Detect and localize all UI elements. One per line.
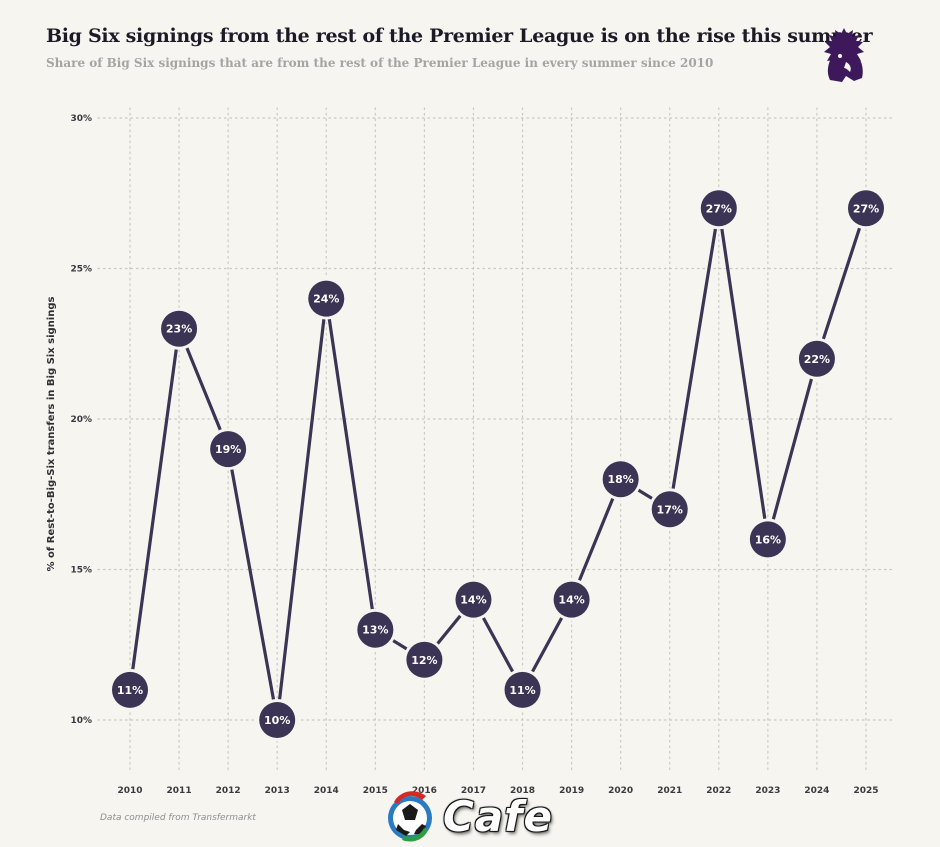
data-label-2013: 10%: [264, 714, 290, 727]
y-tick-label: 20%: [70, 415, 92, 425]
data-label-2017: 14%: [460, 594, 486, 607]
data-point-2021: [651, 491, 688, 528]
data-point-2012: [210, 431, 247, 468]
data-point-2022: [700, 190, 737, 227]
data-point-2013: [259, 702, 296, 738]
data-label-2019: 14%: [558, 594, 584, 607]
source-note: Data compiled from Transfermarkt: [100, 813, 256, 823]
chart-subtitle: Share of Big Six signings that are from …: [46, 56, 714, 70]
data-label-2022: 27%: [706, 202, 732, 215]
data-label-2010: 11%: [117, 684, 143, 697]
x-tick-label: 2024: [804, 786, 829, 796]
x-tick-label: 2018: [510, 786, 535, 796]
x-tick-label: 2021: [657, 786, 682, 796]
watermark-ball-icon: [388, 791, 432, 842]
x-tick-label: 2019: [559, 786, 584, 796]
x-tick-label: 2020: [608, 786, 633, 796]
data-point-2016: [406, 641, 443, 678]
data-label-2024: 22%: [804, 353, 830, 366]
y-axis-label: % of Rest-to-Big-Six transfers in Big Si…: [46, 297, 57, 572]
premier-league-lion-logo: [824, 28, 864, 82]
data-label-2021: 17%: [657, 503, 683, 516]
watermark-text: Cafe: [443, 792, 553, 841]
chart-title: Big Six signings from the rest of the Pr…: [46, 25, 873, 47]
data-point-2018: [504, 671, 541, 708]
x-tick-label: 2022: [706, 786, 731, 796]
x-tick-label: 2025: [853, 786, 878, 796]
data-point-2014: [308, 280, 345, 317]
data-point-2010: [112, 671, 148, 708]
data-label-2016: 12%: [411, 654, 437, 667]
x-tick-label: 2010: [117, 786, 142, 796]
data-point-2023: [749, 521, 786, 558]
data-label-2023: 16%: [755, 533, 781, 546]
x-tick-label: 2017: [461, 786, 486, 796]
y-tick-label: 10%: [70, 716, 92, 726]
x-tick-label: 2016: [412, 786, 437, 796]
data-point-2025: [848, 190, 884, 227]
x-tick-label: 2015: [363, 786, 388, 796]
x-tick-label: 2014: [314, 786, 339, 796]
x-tick-label: 2012: [216, 786, 241, 796]
data-label-2015: 13%: [362, 624, 388, 637]
series-line: [128, 206, 868, 721]
data-point-2015: [357, 611, 394, 648]
data-label-2020: 18%: [607, 473, 633, 486]
x-tick-label: 2011: [167, 786, 192, 796]
data-point-2020: [602, 461, 639, 498]
data-point-2024: [798, 340, 835, 377]
data-label-2012: 19%: [215, 443, 241, 456]
data-label-2025: 27%: [853, 202, 879, 215]
data-label-2011: 23%: [166, 323, 192, 336]
data-label-2014: 24%: [313, 293, 339, 306]
data-point-2019: [553, 581, 590, 618]
data-label-2018: 11%: [509, 684, 535, 697]
data-point-2011: [161, 310, 198, 347]
y-tick-label: 30%: [70, 114, 92, 124]
x-tick-label: 2023: [755, 786, 780, 796]
y-tick-label: 15%: [70, 566, 92, 576]
y-tick-label: 25%: [70, 265, 92, 275]
data-point-2017: [455, 581, 492, 618]
x-tick-label: 2013: [265, 786, 290, 796]
